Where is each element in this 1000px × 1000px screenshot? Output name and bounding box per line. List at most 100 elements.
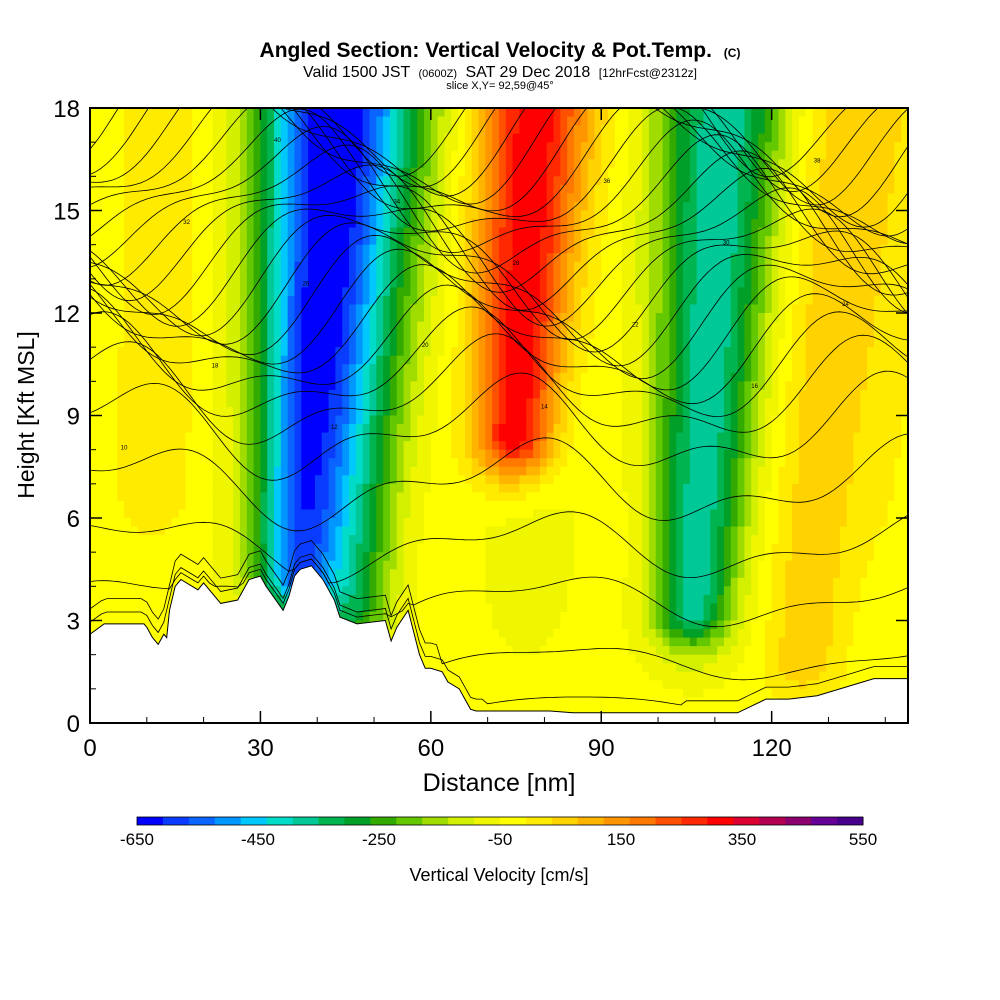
velocity-cell [553, 466, 561, 476]
velocity-cell [458, 509, 466, 519]
velocity-cell [533, 483, 541, 493]
velocity-cell [199, 142, 207, 152]
velocity-cell [546, 295, 555, 306]
velocity-cell [362, 389, 371, 400]
velocity-cell [383, 483, 391, 493]
velocity-cell [539, 458, 548, 468]
velocity-cell [342, 406, 350, 417]
velocity-cell [478, 184, 486, 195]
velocity-cell [362, 227, 371, 237]
velocity-cell [444, 509, 452, 519]
velocity-cell [355, 441, 364, 451]
velocity-cell [437, 184, 446, 195]
velocity-cell [492, 338, 500, 348]
velocity-cell [383, 295, 391, 306]
velocity-cell [560, 295, 568, 306]
velocity-cell [219, 330, 227, 340]
velocity-cell [103, 466, 112, 476]
velocity-cell [376, 441, 384, 451]
velocity-cell [137, 432, 146, 442]
velocity-cell [519, 184, 527, 195]
velocity-cell [512, 654, 521, 664]
velocity-cell [96, 475, 105, 485]
velocity-cell [130, 389, 139, 400]
velocity-cell [444, 219, 452, 229]
velocity-cell [492, 108, 500, 118]
velocity-cell [437, 577, 446, 587]
velocity-cell [430, 193, 439, 203]
velocity-cell [451, 150, 459, 160]
velocity-cell [199, 321, 207, 331]
velocity-cell [274, 577, 282, 587]
velocity-cell [253, 184, 262, 195]
velocity-cell [512, 313, 521, 323]
velocity-cell [233, 330, 241, 340]
velocity-cell [219, 398, 227, 408]
velocity-cell [130, 167, 139, 177]
velocity-cell [226, 142, 234, 152]
velocity-cell [96, 304, 105, 314]
velocity-cell [437, 594, 446, 605]
velocity-cell [335, 424, 343, 434]
velocity-cell [458, 381, 466, 391]
velocity-cell [417, 526, 425, 536]
velocity-cell [403, 287, 411, 297]
velocity-cell [512, 321, 521, 331]
velocity-cell [124, 330, 132, 340]
velocity-cell [294, 483, 302, 493]
velocity-cell [430, 543, 439, 553]
velocity-cell [533, 338, 541, 348]
velocity-cell [492, 449, 500, 459]
velocity-cell [274, 253, 282, 263]
velocity-cell [444, 654, 452, 664]
velocity-cell [410, 500, 418, 511]
velocity-cell [539, 389, 548, 400]
velocity-cell [533, 287, 541, 297]
velocity-cell [199, 116, 207, 126]
velocity-cell [96, 227, 105, 237]
velocity-cell [512, 458, 521, 468]
velocity-cell [96, 133, 105, 143]
velocity-cell [103, 364, 112, 374]
velocity-cell [355, 449, 364, 459]
velocity-cell [253, 108, 262, 118]
velocity-cell [533, 705, 541, 716]
velocity-cell [519, 415, 527, 425]
velocity-cell [424, 646, 432, 656]
velocity-cell [151, 184, 159, 195]
velocity-cell [512, 449, 521, 459]
velocity-cell [417, 552, 425, 562]
velocity-cell [362, 577, 371, 587]
velocity-cell [151, 577, 159, 587]
velocity-cell [260, 424, 268, 434]
velocity-cell [430, 150, 439, 160]
velocity-cell [158, 253, 166, 263]
velocity-cell [274, 159, 282, 169]
velocity-cell [144, 500, 152, 511]
velocity-cell [512, 475, 521, 485]
velocity-cell [226, 449, 234, 459]
velocity-cell [192, 313, 200, 323]
velocity-cell [499, 543, 507, 553]
velocity-cell [539, 210, 548, 220]
velocity-cell [328, 219, 336, 229]
velocity-cell [205, 577, 214, 587]
velocity-cell [103, 313, 112, 323]
velocity-cell [533, 671, 541, 681]
velocity-cell [253, 355, 262, 365]
velocity-cell [444, 603, 452, 613]
velocity-cell [158, 381, 166, 391]
velocity-cell [539, 424, 548, 434]
velocity-cell [396, 577, 405, 587]
velocity-cell [505, 620, 514, 630]
velocity-cell [417, 330, 425, 340]
velocity-cell [499, 671, 507, 681]
velocity-cell [342, 372, 350, 382]
velocity-cell [280, 458, 289, 468]
velocity-cell [130, 475, 139, 485]
velocity-cell [478, 663, 486, 673]
velocity-cell [499, 381, 507, 391]
velocity-cell [335, 509, 343, 519]
velocity-cell [362, 304, 371, 314]
velocity-cell [314, 560, 323, 570]
